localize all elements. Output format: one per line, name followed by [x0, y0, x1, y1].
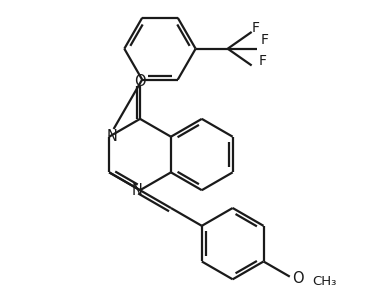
Text: CH₃: CH₃	[313, 275, 337, 288]
Text: F: F	[260, 33, 268, 47]
Text: O: O	[292, 271, 303, 286]
Text: N: N	[106, 129, 117, 143]
Text: N: N	[132, 183, 143, 199]
Text: F: F	[259, 54, 267, 68]
Text: F: F	[252, 21, 260, 35]
Text: O: O	[134, 74, 146, 89]
